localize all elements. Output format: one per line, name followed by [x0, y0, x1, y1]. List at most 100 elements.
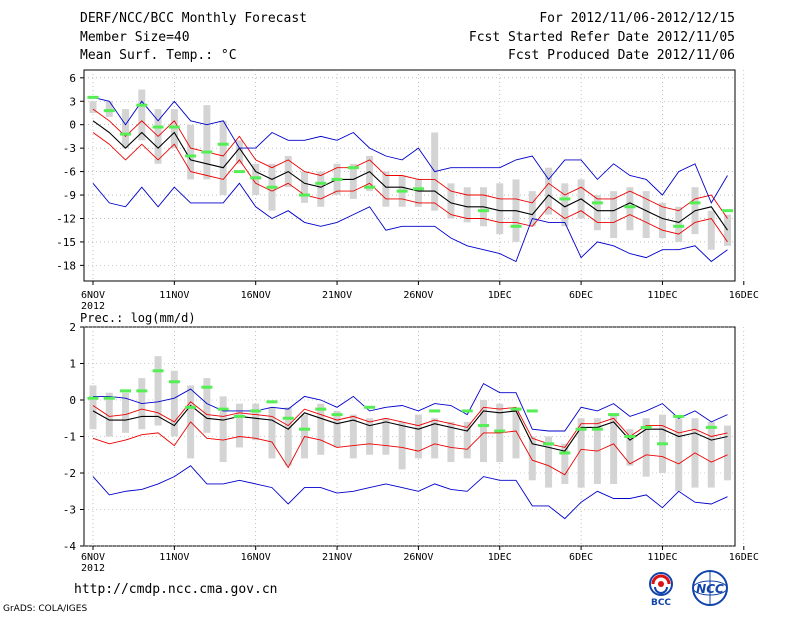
- member-range-box: [593, 195, 601, 231]
- climate-mark: [656, 442, 668, 446]
- climate-mark: [168, 380, 180, 384]
- climate-mark: [673, 224, 685, 228]
- member-range-box: [496, 183, 504, 235]
- source-url[interactable]: http://cmdp.ncc.cma.gov.cn: [74, 582, 278, 597]
- ncc-logo: NCC: [692, 570, 728, 606]
- panel-title-precip: Prec.: log(mm/d): [80, 311, 196, 325]
- member-range-box: [561, 183, 569, 227]
- plot-frame: [83, 69, 736, 282]
- series-ensemble-mean: [92, 120, 728, 231]
- member-range-box: [333, 410, 341, 448]
- climate-mark: [315, 407, 327, 411]
- climate-mark: [136, 389, 148, 393]
- member-range-box: [463, 187, 471, 223]
- member-range-box: [528, 436, 536, 481]
- x-tick-label: 11NOV: [159, 290, 189, 301]
- series-spread-lower: [92, 421, 728, 476]
- panel-1: 6 3 0 -3 -6 -9 -12 -15 -18 6NOV 11NOV 16NOV 21NOV 26N…: [56, 69, 759, 325]
- x-tick-label: 11DEC: [647, 552, 677, 563]
- member-range-box: [414, 179, 422, 207]
- member-range-box: [447, 421, 455, 463]
- member-range-box: [528, 191, 536, 227]
- member-range-box: [301, 171, 309, 203]
- forecast-period: For 2012/11/06-2012/12/15: [539, 11, 735, 26]
- climate-mark: [266, 185, 278, 189]
- climate-mark: [510, 224, 522, 228]
- x-tick-label: 6NOV: [81, 552, 105, 563]
- y-tick-label: -2: [63, 467, 76, 480]
- series-member-max: [93, 382, 728, 432]
- climate-mark: [559, 197, 571, 201]
- plot-frame: [83, 326, 736, 547]
- series-spread-upper: [92, 108, 728, 219]
- climate-mark: [722, 209, 734, 213]
- member-range-box: [122, 392, 130, 433]
- member-range-box: [626, 429, 634, 466]
- member-range-box: [203, 378, 211, 433]
- member-range-box: [382, 171, 390, 207]
- member-range-box: [512, 407, 520, 459]
- member-range-box: [105, 392, 113, 437]
- member-range-box: [675, 206, 683, 242]
- member-range-box: [154, 356, 162, 426]
- member-range-box: [642, 191, 650, 239]
- x-tick-label: 16NOV: [241, 290, 271, 301]
- climate-mark: [559, 451, 571, 455]
- climate-mark: [282, 416, 294, 420]
- climate-mark: [477, 424, 489, 428]
- series-spread-lower: [92, 132, 728, 243]
- climate-mark: [461, 409, 473, 413]
- bcc-logo: BCC: [649, 572, 673, 607]
- member-range-box: [349, 163, 357, 199]
- member-range-box: [89, 101, 97, 113]
- climate-mark: [87, 396, 99, 400]
- climate-mark: [364, 185, 376, 189]
- member-size: Member Size=40: [80, 30, 190, 45]
- svg-text:NCC: NCC: [696, 582, 724, 596]
- member-range-box: [463, 421, 471, 459]
- climate-mark: [217, 142, 229, 146]
- x-tick-label: 16DEC: [729, 290, 759, 301]
- x-tick-label: 6DEC: [569, 552, 593, 563]
- climate-mark: [233, 414, 245, 418]
- member-range-box: [138, 89, 146, 141]
- member-range-box: [447, 183, 455, 219]
- member-range-box: [414, 414, 422, 459]
- climate-mark: [543, 442, 555, 446]
- climate-mark: [152, 369, 164, 373]
- x-tick-label: 16DEC: [729, 552, 759, 563]
- climate-mark: [201, 150, 213, 154]
- member-range-box: [626, 187, 634, 231]
- climate-mark: [250, 176, 262, 180]
- member-range-box: [610, 191, 618, 239]
- climate-mark: [299, 193, 311, 197]
- grads-credit: GrADS: COLA/IGES: [3, 604, 88, 614]
- x-tick-label: 1DEC: [488, 552, 512, 563]
- y-tick-label: -4: [63, 540, 77, 553]
- y-tick-label: -1: [63, 431, 76, 444]
- climate-mark: [347, 166, 359, 170]
- climate-mark: [168, 125, 180, 129]
- member-range-box: [366, 155, 374, 192]
- member-range-box: [317, 171, 325, 207]
- y-tick-label: 0: [69, 119, 76, 132]
- member-range-box: [252, 403, 260, 441]
- climate-mark: [689, 201, 701, 205]
- member-range-box: [658, 202, 666, 239]
- year-label: 2012: [81, 563, 105, 574]
- member-range-box: [122, 109, 130, 149]
- member-range-box: [577, 418, 585, 488]
- climate-mark: [477, 209, 489, 213]
- climate-mark: [315, 181, 327, 185]
- year-label: 2012: [81, 301, 105, 312]
- x-tick-label: 21NOV: [322, 290, 352, 301]
- x-tick-label: 6NOV: [81, 290, 105, 301]
- x-tick-label: 1DEC: [488, 290, 512, 301]
- climate-mark: [103, 109, 115, 113]
- member-range-box: [170, 109, 178, 149]
- climate-mark: [120, 132, 132, 136]
- climate-mark: [608, 413, 620, 417]
- climate-mark: [217, 407, 229, 411]
- forecast-produced-date: Fcst Produced Date 2012/11/06: [508, 48, 735, 63]
- x-tick-label: 11NOV: [159, 552, 189, 563]
